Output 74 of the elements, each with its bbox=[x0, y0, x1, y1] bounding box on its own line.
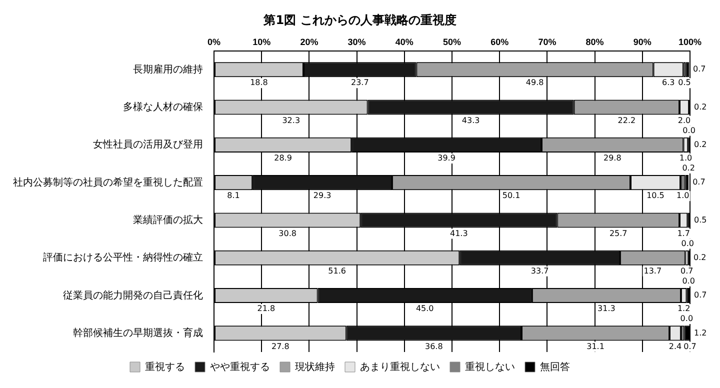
data-label: 18.8 bbox=[250, 78, 268, 88]
y-tick-label: 社内公募制等の社員の希望を重視した配置 bbox=[13, 176, 203, 188]
data-label: 23.7 bbox=[350, 78, 369, 88]
data-label: 21.8 bbox=[257, 304, 276, 314]
x-tick-label: 50% bbox=[442, 36, 462, 47]
data-label: 29.3 bbox=[313, 191, 332, 200]
x-tick-label: 40% bbox=[395, 36, 414, 47]
data-label: 0.2 bbox=[694, 252, 706, 262]
chart-title: 第1図 これからの人事戦略の重視度 bbox=[262, 12, 458, 29]
legend-label: あまり重視しない bbox=[360, 360, 440, 373]
data-label: 0.2 bbox=[682, 164, 695, 173]
data-label: 39.9 bbox=[438, 154, 456, 163]
data-label: 1.7 bbox=[677, 228, 690, 238]
legend-label: 無回答 bbox=[540, 360, 570, 373]
data-label: 0.7 bbox=[692, 178, 706, 187]
data-label: 30.8 bbox=[278, 228, 296, 238]
data-label: 27.8 bbox=[272, 342, 290, 351]
data-label: 0.5 bbox=[678, 78, 691, 88]
data-label: 1.2 bbox=[677, 304, 690, 314]
data-label: 0.7 bbox=[693, 64, 706, 74]
x-tick-label: 60% bbox=[490, 36, 509, 47]
data-label: 0.7 bbox=[684, 342, 696, 351]
x-tick-label: 90% bbox=[633, 36, 652, 47]
data-label: 50.1 bbox=[502, 191, 520, 200]
legend-label: 現状維持 bbox=[295, 360, 335, 373]
data-label: 1.2 bbox=[694, 328, 707, 338]
data-label: 6.3 bbox=[662, 78, 675, 88]
y-tick-label: 多様な人材の確保 bbox=[123, 101, 203, 114]
y-tick-label: 業績評価の拡大 bbox=[133, 214, 203, 226]
y-tick-label: 長期雇用の維持 bbox=[133, 63, 203, 76]
data-label: 2.4 bbox=[668, 342, 682, 351]
x-tick-label: 10% bbox=[252, 36, 271, 47]
x-tick-label: 30% bbox=[348, 36, 366, 47]
data-label: 0.5 bbox=[694, 215, 707, 224]
data-label: 25.7 bbox=[609, 228, 628, 238]
legend-label: やや重視する bbox=[210, 360, 270, 373]
data-label: 33.7 bbox=[530, 266, 549, 276]
data-label: 0.2 bbox=[694, 140, 707, 150]
data-label: 0.0 bbox=[682, 126, 696, 135]
legend-label: 重視しない bbox=[465, 360, 515, 373]
x-tick-label: 0% bbox=[207, 36, 221, 47]
data-label: 22.2 bbox=[618, 116, 636, 125]
data-label: 2.0 bbox=[678, 116, 691, 125]
data-label: 1.0 bbox=[676, 191, 690, 200]
y-tick-label: 評価における公平性・納得性の確立 bbox=[43, 252, 203, 264]
legend-label: 重視する bbox=[145, 360, 185, 373]
data-label: 32.3 bbox=[282, 116, 300, 125]
x-tick-label: 100% bbox=[678, 36, 702, 47]
data-label: 41.3 bbox=[450, 228, 468, 238]
data-label: 28.9 bbox=[274, 154, 292, 163]
data-label: 29.8 bbox=[604, 154, 622, 163]
data-label: 51.6 bbox=[328, 266, 346, 276]
x-tick-label: 70% bbox=[538, 36, 556, 47]
data-label: 0.7 bbox=[680, 266, 694, 276]
data-label: 10.5 bbox=[646, 191, 664, 200]
y-tick-label: 従業員の能力開発の自己責任化 bbox=[63, 289, 203, 302]
data-label: 0.2 bbox=[694, 102, 707, 112]
data-label: 31.3 bbox=[598, 304, 616, 314]
data-label: 45.0 bbox=[416, 304, 434, 314]
data-label: 43.3 bbox=[462, 116, 480, 125]
x-tick-label: 20% bbox=[300, 36, 318, 47]
data-label: 0.0 bbox=[682, 276, 695, 286]
data-label: 36.8 bbox=[425, 342, 443, 351]
data-label: 0.7 bbox=[694, 290, 707, 300]
data-label: 49.8 bbox=[526, 78, 544, 88]
y-tick-label: 女性社員の活用及び登用 bbox=[93, 138, 203, 151]
data-label: 0.0 bbox=[680, 314, 694, 324]
data-label: 0.0 bbox=[681, 238, 694, 248]
data-label: 31.1 bbox=[586, 342, 604, 351]
y-tick-label: 幹部候補生の早期選抜・育成 bbox=[73, 326, 203, 339]
data-label: 13.7 bbox=[644, 266, 662, 276]
data-label: 1.0 bbox=[679, 154, 692, 163]
data-label: 8.1 bbox=[227, 191, 240, 200]
x-tick-label: 80% bbox=[586, 36, 604, 47]
